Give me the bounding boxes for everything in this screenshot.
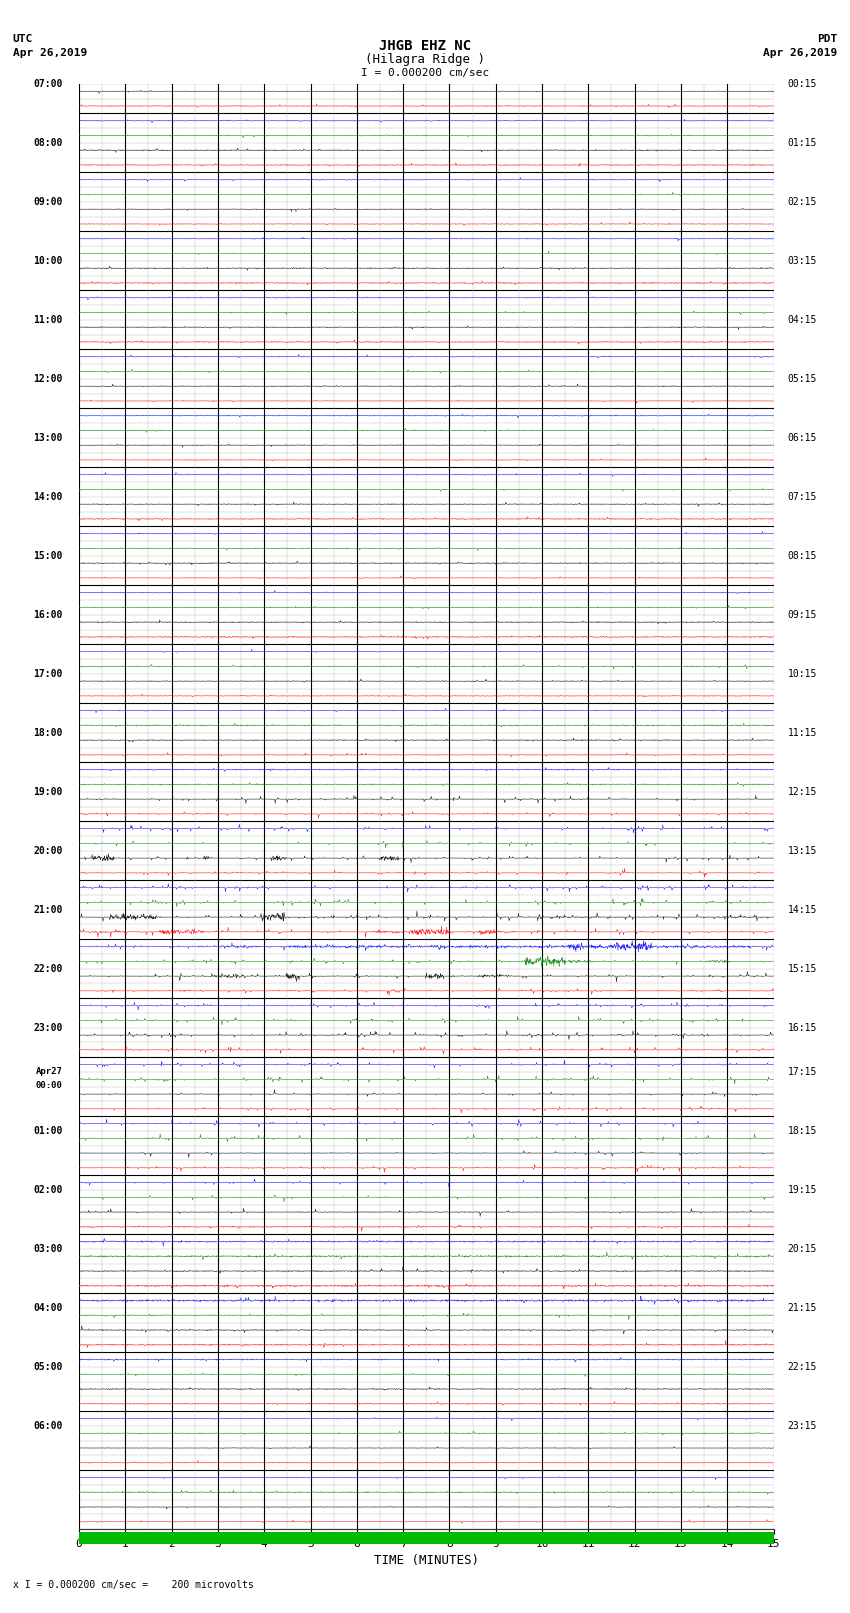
Text: 08:15: 08:15 (787, 550, 817, 561)
Text: 01:00: 01:00 (33, 1126, 63, 1136)
Text: UTC: UTC (13, 34, 33, 44)
Text: Apr 26,2019: Apr 26,2019 (763, 48, 837, 58)
Text: 03:00: 03:00 (33, 1244, 63, 1253)
Text: 04:15: 04:15 (787, 315, 817, 324)
Text: 05:15: 05:15 (787, 374, 817, 384)
Text: 05:00: 05:00 (33, 1361, 63, 1373)
Text: 09:00: 09:00 (33, 197, 63, 206)
Text: I = 0.000200 cm/sec: I = 0.000200 cm/sec (361, 68, 489, 77)
Text: 23:15: 23:15 (787, 1421, 817, 1431)
Text: 16:00: 16:00 (33, 610, 63, 619)
Text: 06:00: 06:00 (33, 1421, 63, 1431)
Text: 04:00: 04:00 (33, 1303, 63, 1313)
Text: 21:15: 21:15 (787, 1303, 817, 1313)
Text: (Hilagra Ridge ): (Hilagra Ridge ) (365, 53, 485, 66)
Text: JHGB EHZ NC: JHGB EHZ NC (379, 39, 471, 53)
Text: 14:00: 14:00 (33, 492, 63, 502)
Text: 19:00: 19:00 (33, 787, 63, 797)
Text: 15:15: 15:15 (787, 963, 817, 974)
Text: Apr27: Apr27 (36, 1068, 63, 1076)
Text: 00:15: 00:15 (787, 79, 817, 89)
Text: 01:15: 01:15 (787, 137, 817, 148)
Text: Apr 26,2019: Apr 26,2019 (13, 48, 87, 58)
Text: 16:15: 16:15 (787, 1023, 817, 1032)
Text: 14:15: 14:15 (787, 905, 817, 915)
Text: 18:15: 18:15 (787, 1126, 817, 1136)
Text: 08:00: 08:00 (33, 137, 63, 148)
Text: 10:00: 10:00 (33, 256, 63, 266)
Text: 02:15: 02:15 (787, 197, 817, 206)
Text: 22:00: 22:00 (33, 963, 63, 974)
Text: 17:00: 17:00 (33, 669, 63, 679)
Text: 17:15: 17:15 (787, 1066, 817, 1077)
Text: PDT: PDT (817, 34, 837, 44)
Text: 19:15: 19:15 (787, 1186, 817, 1195)
Text: 00:00: 00:00 (36, 1081, 63, 1090)
Text: 11:15: 11:15 (787, 727, 817, 737)
Text: 13:00: 13:00 (33, 432, 63, 444)
Text: 15:00: 15:00 (33, 550, 63, 561)
Text: x I = 0.000200 cm/sec =    200 microvolts: x I = 0.000200 cm/sec = 200 microvolts (13, 1581, 253, 1590)
Text: 20:00: 20:00 (33, 845, 63, 857)
Text: 22:15: 22:15 (787, 1361, 817, 1373)
Text: 18:00: 18:00 (33, 727, 63, 737)
Text: 12:15: 12:15 (787, 787, 817, 797)
Text: 20:15: 20:15 (787, 1244, 817, 1253)
Text: 12:00: 12:00 (33, 374, 63, 384)
Text: 06:15: 06:15 (787, 432, 817, 444)
Text: 23:00: 23:00 (33, 1023, 63, 1032)
Text: 03:15: 03:15 (787, 256, 817, 266)
Text: 02:00: 02:00 (33, 1186, 63, 1195)
Text: 10:15: 10:15 (787, 669, 817, 679)
Text: 13:15: 13:15 (787, 845, 817, 857)
Text: 11:00: 11:00 (33, 315, 63, 324)
Text: 07:00: 07:00 (33, 79, 63, 89)
X-axis label: TIME (MINUTES): TIME (MINUTES) (374, 1555, 479, 1568)
Text: 09:15: 09:15 (787, 610, 817, 619)
Text: 21:00: 21:00 (33, 905, 63, 915)
Text: 07:15: 07:15 (787, 492, 817, 502)
